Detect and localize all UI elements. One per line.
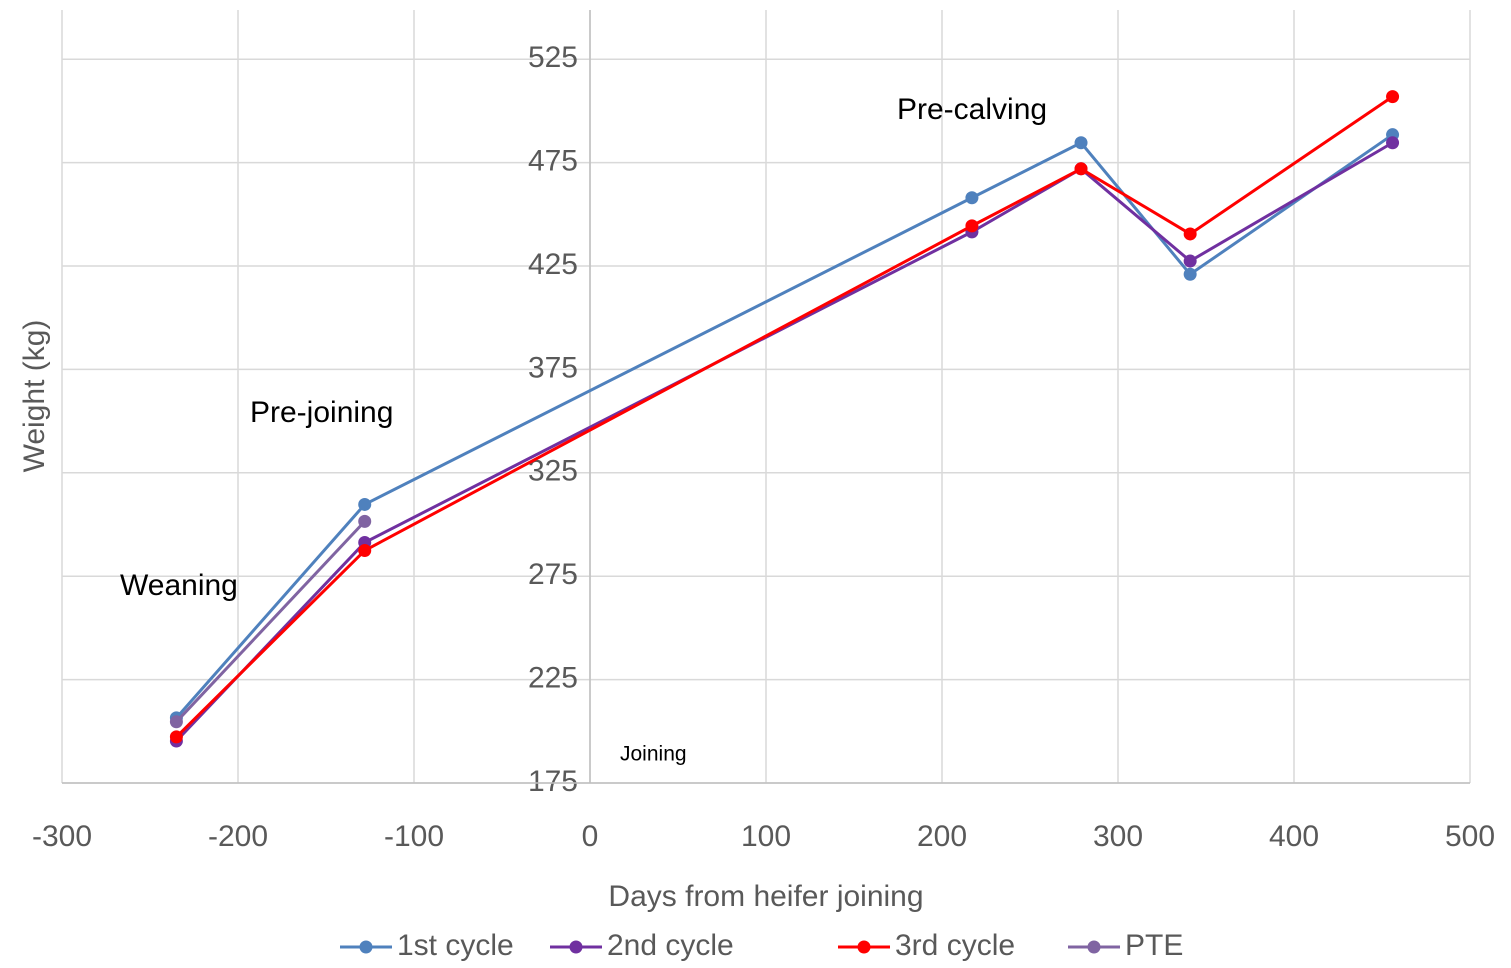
data-point xyxy=(358,497,372,511)
x-tick-label: -100 xyxy=(384,820,444,853)
y-tick-label: 425 xyxy=(528,248,578,281)
x-tick-label: 200 xyxy=(917,820,967,853)
data-point xyxy=(1183,254,1197,268)
legend-marker xyxy=(569,940,583,954)
data-point xyxy=(169,715,183,729)
y-tick-label: 225 xyxy=(528,662,578,695)
y-tick-label: 375 xyxy=(528,351,578,384)
data-point xyxy=(1074,136,1088,150)
y-tick-label: 175 xyxy=(528,765,578,798)
x-tick-label: -300 xyxy=(32,820,92,853)
annotation: Weaning xyxy=(120,569,238,602)
x-tick-label: 500 xyxy=(1445,820,1495,853)
y-tick-label: 275 xyxy=(528,558,578,591)
legend-label: PTE xyxy=(1125,929,1183,962)
data-point xyxy=(1183,227,1197,241)
legend-marker xyxy=(857,940,871,954)
data-point xyxy=(965,219,979,233)
data-point xyxy=(1386,90,1400,104)
x-tick-label: -200 xyxy=(208,820,268,853)
legend-marker xyxy=(1087,940,1101,954)
annotation: Pre-joining xyxy=(250,396,393,429)
data-point xyxy=(1386,136,1400,150)
series-line xyxy=(175,520,366,723)
x-tick-label: 100 xyxy=(741,820,791,853)
data-point xyxy=(1074,162,1088,176)
x-tick-label: 300 xyxy=(1093,820,1143,853)
annotation: Joining xyxy=(620,743,687,766)
legend-label: 2nd cycle xyxy=(607,929,734,962)
legend-label: 3rd cycle xyxy=(895,929,1015,962)
data-point xyxy=(1183,267,1197,281)
annotation: Pre-calving xyxy=(897,93,1047,126)
series-line xyxy=(175,95,1394,738)
y-tick-label: 475 xyxy=(528,145,578,178)
legend-marker xyxy=(359,940,373,954)
legend-label: 1st cycle xyxy=(397,929,514,962)
data-point xyxy=(965,191,979,205)
x-tick-label: 400 xyxy=(1269,820,1319,853)
data-point xyxy=(358,514,372,528)
series-line xyxy=(175,141,1394,743)
y-tick-label: 525 xyxy=(528,41,578,74)
series-line xyxy=(175,133,1394,719)
x-tick-label: 0 xyxy=(582,820,599,853)
x-axis-label: Days from heifer joining xyxy=(608,880,923,913)
y-axis-label: Weight (kg) xyxy=(18,320,51,473)
data-point xyxy=(169,730,183,744)
data-point xyxy=(358,544,372,558)
